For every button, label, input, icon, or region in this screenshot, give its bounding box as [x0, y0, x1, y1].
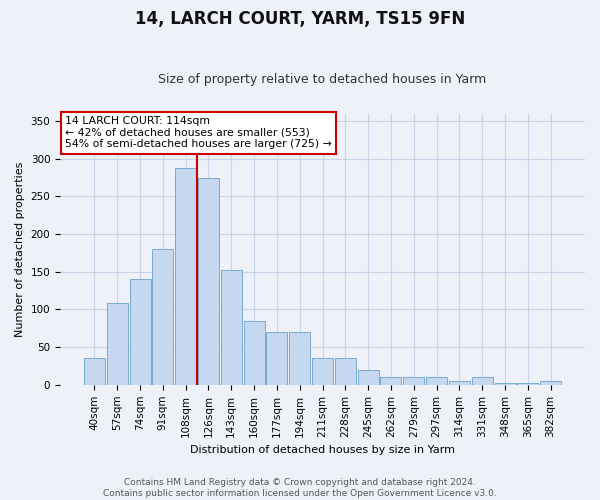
Bar	[175, 168, 196, 385]
Bar	[221, 270, 242, 385]
Bar	[84, 358, 105, 385]
Bar	[380, 378, 401, 385]
Bar	[335, 358, 356, 385]
Text: 14 LARCH COURT: 114sqm
← 42% of detached houses are smaller (553)
54% of semi-de: 14 LARCH COURT: 114sqm ← 42% of detached…	[65, 116, 332, 150]
Bar	[266, 332, 287, 385]
Bar	[244, 321, 265, 385]
Bar	[289, 332, 310, 385]
Bar	[198, 178, 219, 385]
Bar	[130, 280, 151, 385]
Bar	[107, 304, 128, 385]
Bar	[472, 378, 493, 385]
X-axis label: Distribution of detached houses by size in Yarm: Distribution of detached houses by size …	[190, 445, 455, 455]
Y-axis label: Number of detached properties: Number of detached properties	[15, 162, 25, 337]
Bar	[449, 381, 470, 385]
Text: Contains HM Land Registry data © Crown copyright and database right 2024.
Contai: Contains HM Land Registry data © Crown c…	[103, 478, 497, 498]
Bar	[517, 384, 538, 385]
Bar	[152, 249, 173, 385]
Bar	[403, 378, 424, 385]
Bar	[540, 381, 561, 385]
Title: Size of property relative to detached houses in Yarm: Size of property relative to detached ho…	[158, 73, 487, 86]
Text: 14, LARCH COURT, YARM, TS15 9FN: 14, LARCH COURT, YARM, TS15 9FN	[135, 10, 465, 28]
Bar	[312, 358, 333, 385]
Bar	[494, 384, 515, 385]
Bar	[358, 370, 379, 385]
Bar	[426, 378, 447, 385]
